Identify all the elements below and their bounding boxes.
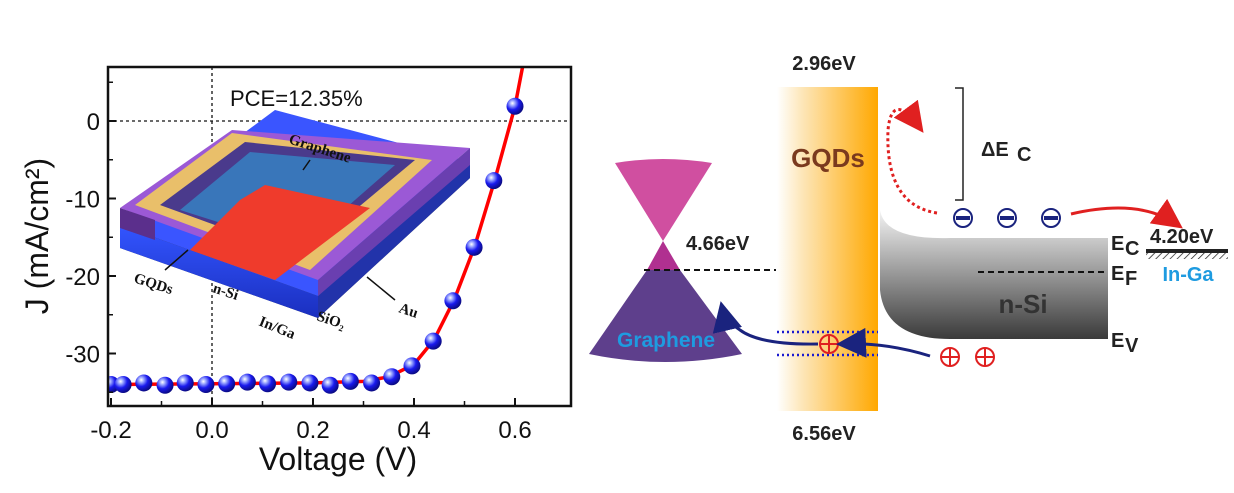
data-point [363,374,381,392]
inset-sio2-front [120,208,155,240]
data-point [383,368,401,386]
y-axis-title: J (mA/cm²) [19,158,55,314]
data-point [424,332,442,350]
data-point [506,97,524,115]
inset-sio2-side [318,148,470,296]
x-axis-title: Voltage (V) [259,441,417,477]
data-point [301,374,319,392]
device-inset: Graphene GQDs n-Si Au SiO₂ In/Ga [120,110,470,343]
data-point [135,374,153,392]
data-point [218,375,236,393]
data-point [259,375,277,393]
y-tick-label: -30 [65,342,100,369]
inset-label-au: Au [397,301,420,322]
inset-gqds-pointer [164,249,189,271]
data-point [403,357,421,375]
inset-gqds [190,185,370,280]
y-tick-label: 0 [87,109,100,136]
inset-label-gqds: GQDs [132,271,175,299]
inset-au-pointer [366,276,396,301]
inset-nsi-front [120,225,318,318]
y-tick-label: -20 [65,264,100,291]
data-point [238,373,256,391]
inset-label-nsi: n-Si [211,281,241,304]
inset-nsi-side [318,162,470,318]
axes-layer: -0.2 0.0 0.2 0.4 0.6 0 -10 -20 -30 [65,81,532,444]
data-point [156,376,174,394]
data-point [465,238,483,256]
data-point [341,372,359,390]
inset-graphene-pointer [302,159,311,171]
inset-label-sio2: SiO₂ [315,309,348,333]
data-point [485,172,503,190]
inset-label-inga: In/Ga [257,314,298,343]
x-tick-label: 0.2 [296,417,329,444]
data-point [280,373,298,391]
y-tick-label: -10 [65,187,100,214]
pce-annotation: PCE=12.35% [230,86,363,111]
data-point [197,376,215,393]
data-point [176,374,194,392]
x-tick-label: 0.0 [195,417,228,444]
series-layer [108,67,525,394]
x-tick-label: 0.4 [397,417,430,444]
x-tick-label: 0.6 [498,417,531,444]
data-point [444,292,462,310]
data-point [114,376,132,393]
x-tick-label: -0.2 [90,417,131,444]
data-point [321,376,339,394]
